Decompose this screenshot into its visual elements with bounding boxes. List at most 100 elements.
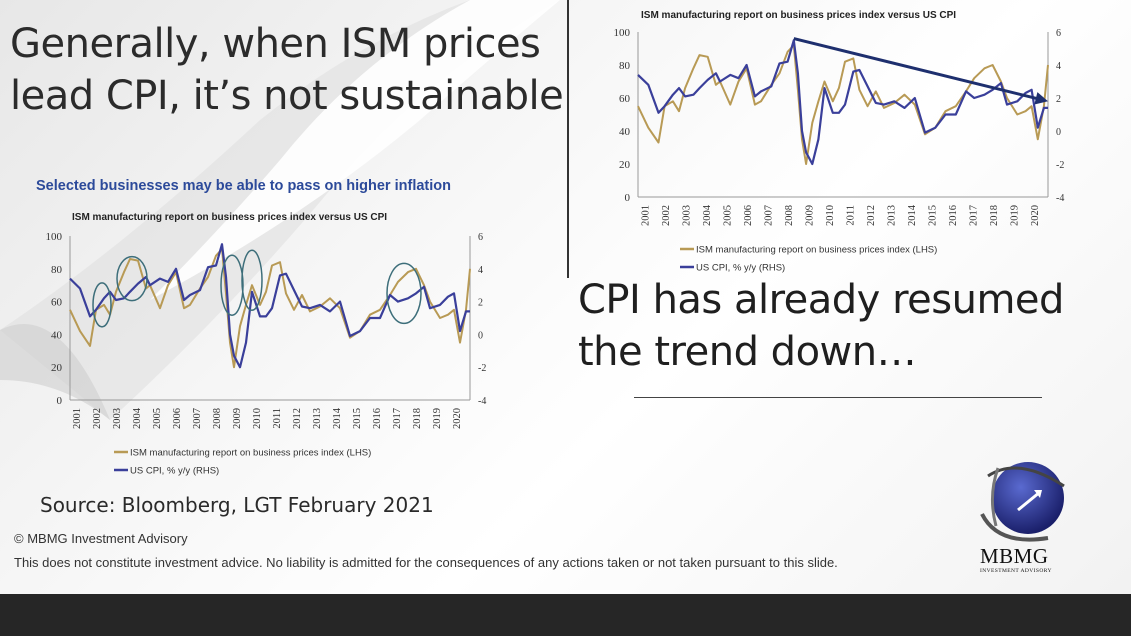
disclaimer-note: This does not constitute investment advi… bbox=[14, 555, 838, 570]
headline: Generally, when ISM prices lead CPI, it’… bbox=[10, 18, 570, 122]
x-tick-label: 2015 bbox=[927, 205, 938, 226]
x-tick-label: 2016 bbox=[372, 408, 383, 429]
logo-tagline: INVESTMENT ADVISORY bbox=[980, 568, 1052, 574]
x-tick-label: 2015 bbox=[352, 408, 363, 429]
x-tick-label: 2004 bbox=[132, 407, 143, 429]
y-tick-label-left: 40 bbox=[619, 126, 631, 138]
logo-name: MBMG bbox=[980, 544, 1049, 568]
trend-arrow-head bbox=[1034, 92, 1048, 105]
y-tick-label-left: 20 bbox=[51, 362, 63, 374]
y-tick-label-right: 6 bbox=[478, 232, 483, 243]
x-tick-label: 2011 bbox=[272, 408, 283, 429]
right-chart-subtitle: ISM manufacturing report on business pri… bbox=[641, 10, 957, 21]
y-tick-label-left: 80 bbox=[51, 264, 63, 276]
left-chart-title: Selected businesses may be able to pass … bbox=[36, 178, 451, 194]
y-tick-label-left: 100 bbox=[46, 231, 63, 243]
x-tick-label: 2006 bbox=[172, 408, 183, 429]
x-tick-label: 2018 bbox=[412, 408, 423, 429]
x-tick-label: 2019 bbox=[1009, 205, 1020, 226]
trend-arrow-line bbox=[793, 37, 1041, 101]
y-tick-label-right: -4 bbox=[1056, 193, 1064, 204]
headline-line-2: lead CPI, it’s not sustainable bbox=[10, 73, 564, 119]
horizontal-divider bbox=[634, 397, 1042, 398]
x-tick-label: 2012 bbox=[292, 408, 303, 429]
y-tick-label-left: 20 bbox=[619, 159, 631, 171]
y-tick-label-right: 0 bbox=[1056, 127, 1061, 138]
x-tick-label: 2002 bbox=[661, 205, 672, 226]
highlight-circle bbox=[386, 262, 422, 325]
y-tick-label-left: 0 bbox=[625, 192, 631, 204]
series-line-ism bbox=[637, 44, 1049, 165]
x-tick-label: 2020 bbox=[452, 408, 463, 429]
x-tick-label: 2007 bbox=[763, 205, 774, 226]
globe-arrow-icon bbox=[980, 462, 1065, 542]
x-tick-label: 2018 bbox=[989, 205, 1000, 226]
x-tick-label: 2010 bbox=[825, 205, 836, 226]
series-line-ism bbox=[69, 248, 471, 369]
y-tick-label-right: 2 bbox=[478, 298, 483, 309]
x-tick-label: 2017 bbox=[392, 408, 403, 429]
x-tick-label: 2016 bbox=[948, 205, 959, 226]
y-tick-label-right: 6 bbox=[1056, 28, 1061, 39]
y-tick-label-right: 0 bbox=[478, 330, 483, 341]
legend-label-cpi: US CPI, % y/y (RHS) bbox=[130, 466, 219, 477]
x-tick-label: 2002 bbox=[92, 408, 103, 429]
y-tick-label-left: 60 bbox=[619, 93, 631, 105]
right-chart: 0 20 40 60 80 100 -4 -2 0 2 4 6 2001 2002 2003 2004 2005… bbox=[614, 27, 1065, 274]
highlight-circle bbox=[116, 255, 148, 302]
left-chart-subtitle: ISM manufacturing report on business pri… bbox=[72, 212, 388, 223]
x-tick-label: 2004 bbox=[702, 204, 713, 226]
x-tick-label: 2013 bbox=[886, 205, 897, 226]
x-tick-label: 2003 bbox=[681, 205, 692, 226]
y-tick-label-left: 80 bbox=[619, 60, 631, 72]
highlight-circle bbox=[241, 249, 263, 312]
y-tick-label-left: 0 bbox=[57, 395, 63, 407]
x-tick-label: 2010 bbox=[252, 408, 263, 429]
highlight-circle bbox=[220, 254, 244, 316]
vertical-divider bbox=[567, 0, 569, 278]
x-tick-label: 2001 bbox=[72, 408, 83, 429]
headline-line-1: Generally, when ISM prices bbox=[10, 21, 541, 67]
x-tick-label: 2006 bbox=[743, 205, 754, 226]
footer-bar bbox=[0, 594, 1131, 636]
x-tick-label: 2003 bbox=[112, 408, 123, 429]
subtitle-line-2: the trend down… bbox=[578, 329, 917, 375]
x-tick-label: 2008 bbox=[784, 205, 795, 226]
x-tick-label: 2019 bbox=[432, 408, 443, 429]
highlight-circle bbox=[92, 282, 112, 328]
x-tick-label: 2014 bbox=[332, 407, 343, 429]
source-note: Source: Bloomberg, LGT February 2021 bbox=[40, 493, 434, 517]
x-tick-label: 2007 bbox=[192, 408, 203, 429]
x-tick-label: 2008 bbox=[212, 408, 223, 429]
y-tick-label-left: 100 bbox=[614, 27, 631, 39]
y-tick-label-right: 2 bbox=[1056, 94, 1061, 105]
y-tick-label-left: 40 bbox=[51, 329, 63, 341]
x-tick-label: 2005 bbox=[722, 205, 733, 226]
x-tick-label: 2020 bbox=[1030, 205, 1041, 226]
x-tick-label: 2009 bbox=[232, 408, 243, 429]
legend-label-ism: ISM manufacturing report on business pri… bbox=[696, 245, 937, 256]
slide-subtitle: CPI has already resumed the trend down… bbox=[578, 274, 1098, 378]
x-tick-label: 2013 bbox=[312, 408, 323, 429]
y-tick-label-right: -4 bbox=[478, 396, 486, 407]
x-tick-label: 2009 bbox=[804, 205, 815, 226]
page-curl-decoration bbox=[0, 0, 560, 420]
x-tick-label: 2011 bbox=[845, 205, 856, 226]
y-tick-label-right: 4 bbox=[1056, 61, 1061, 72]
y-tick-label-right: -2 bbox=[1056, 160, 1064, 171]
x-tick-label: 2012 bbox=[866, 205, 877, 226]
legend-label-cpi: US CPI, % y/y (RHS) bbox=[696, 263, 785, 274]
y-tick-label-left: 60 bbox=[51, 297, 63, 309]
legend-label-ism: ISM manufacturing report on business pri… bbox=[130, 448, 371, 459]
series-line-cpi bbox=[637, 39, 1048, 166]
series-line-cpi bbox=[69, 243, 470, 369]
y-tick-label-right: -2 bbox=[478, 363, 486, 374]
left-chart: 0 20 40 60 80 100 -4 -2 0 2 4 6 2001 2002 2003 2004 2005… bbox=[46, 231, 487, 477]
y-tick-label-right: 4 bbox=[478, 265, 483, 276]
x-tick-label: 2017 bbox=[968, 205, 979, 226]
subtitle-line-1: CPI has already resumed bbox=[578, 277, 1064, 323]
copyright-note: © MBMG Investment Advisory bbox=[14, 531, 188, 546]
x-tick-label: 2001 bbox=[640, 205, 651, 226]
x-tick-label: 2014 bbox=[907, 204, 918, 226]
x-tick-label: 2005 bbox=[152, 408, 163, 429]
